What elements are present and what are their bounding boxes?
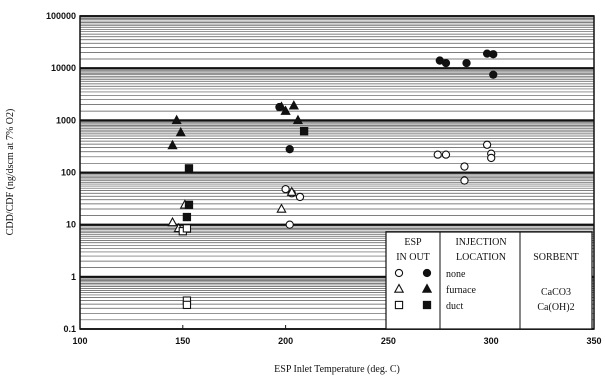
triangle-open-point xyxy=(276,203,287,213)
triangle-filled-point xyxy=(292,114,304,125)
legend-sorbent-caco3: CaCO3 xyxy=(541,287,571,298)
legend-sorbent-caoh2: Ca(OH)2 xyxy=(537,302,574,313)
circle-open-point xyxy=(460,176,469,185)
legend-location-duct: duct xyxy=(446,301,463,312)
legend-col-in-out: IN OUT xyxy=(396,252,430,263)
square-filled-point xyxy=(182,212,192,222)
x-tick-label: 250 xyxy=(381,336,396,346)
y-tick-label: 0.1 xyxy=(63,324,76,334)
legend: ESP IN OUT INJECTION LOCATION SORBENT no… xyxy=(385,231,593,330)
square-filled-point xyxy=(299,127,309,136)
legend-square-open-marker xyxy=(394,300,404,310)
legend-markers xyxy=(393,268,433,310)
y-tick-label: 1000 xyxy=(56,115,76,125)
triangle-filled-point xyxy=(167,139,178,150)
data-points xyxy=(167,49,498,310)
circle-open-point xyxy=(482,140,492,149)
triangle-filled-point xyxy=(288,100,299,110)
x-tick-label: 100 xyxy=(72,336,87,346)
circle-open-point xyxy=(281,184,290,194)
y-tick-label: 10000 xyxy=(51,63,76,73)
legend-location-furnace: furnace xyxy=(446,285,477,296)
square-filled-point xyxy=(184,200,194,209)
square-open-point xyxy=(182,300,192,310)
circle-filled-point xyxy=(489,50,498,59)
x-tick-label: 150 xyxy=(175,336,190,346)
triangle-open-point xyxy=(167,216,178,227)
y-tick-label: 100000 xyxy=(46,11,76,21)
circle-filled-point xyxy=(489,70,498,79)
legend-col-esp: ESP xyxy=(404,237,422,248)
y-tick-labels: 0.1 1 10 100 1000 10000 100000 xyxy=(46,11,76,334)
circle-filled-point xyxy=(285,145,294,154)
legend-col-injection: INJECTION xyxy=(455,237,506,248)
x-tick-label: 300 xyxy=(484,336,499,346)
legend-col-location: LOCATION xyxy=(456,252,506,263)
y-tick-label: 10 xyxy=(66,220,76,230)
square-filled-point xyxy=(184,164,194,173)
triangle-filled-point xyxy=(171,114,182,125)
y-tick-label: 1 xyxy=(71,272,76,282)
circle-open-point xyxy=(433,150,442,159)
legend-triangle-open-marker xyxy=(393,283,405,293)
triangle-filled-point xyxy=(276,101,287,111)
circle-open-point xyxy=(460,162,469,171)
x-tick-label: 350 xyxy=(586,336,601,346)
circle-open-point xyxy=(285,220,294,229)
legend-circle-filled-marker xyxy=(422,268,432,278)
legend-square-filled-marker xyxy=(422,300,432,310)
y-tick-label: 100 xyxy=(61,168,76,178)
circle-filled-point xyxy=(462,58,471,68)
legend-box xyxy=(385,231,593,330)
x-tick-label: 200 xyxy=(278,336,293,346)
triangle-open-point xyxy=(286,186,297,196)
x-axis-title: ESP Inlet Temperature (deg. C) xyxy=(274,364,400,375)
circle-open-point xyxy=(295,192,305,202)
legend-triangle-filled-marker xyxy=(421,283,433,293)
square-open-point xyxy=(182,224,192,233)
circle-filled-point xyxy=(441,58,451,68)
circle-open-point xyxy=(441,150,451,159)
legend-circle-open-marker xyxy=(394,268,404,278)
y-axis-title: CDD/CDF (ng/dscm at 7% O2) xyxy=(5,109,16,236)
legend-col-sorbent: SORBENT xyxy=(533,252,579,263)
triangle-filled-point xyxy=(280,105,291,115)
triangle-filled-point xyxy=(175,127,186,137)
legend-location-none: none xyxy=(446,269,466,280)
plot-frame xyxy=(79,15,595,330)
circle-open-point xyxy=(487,153,496,163)
